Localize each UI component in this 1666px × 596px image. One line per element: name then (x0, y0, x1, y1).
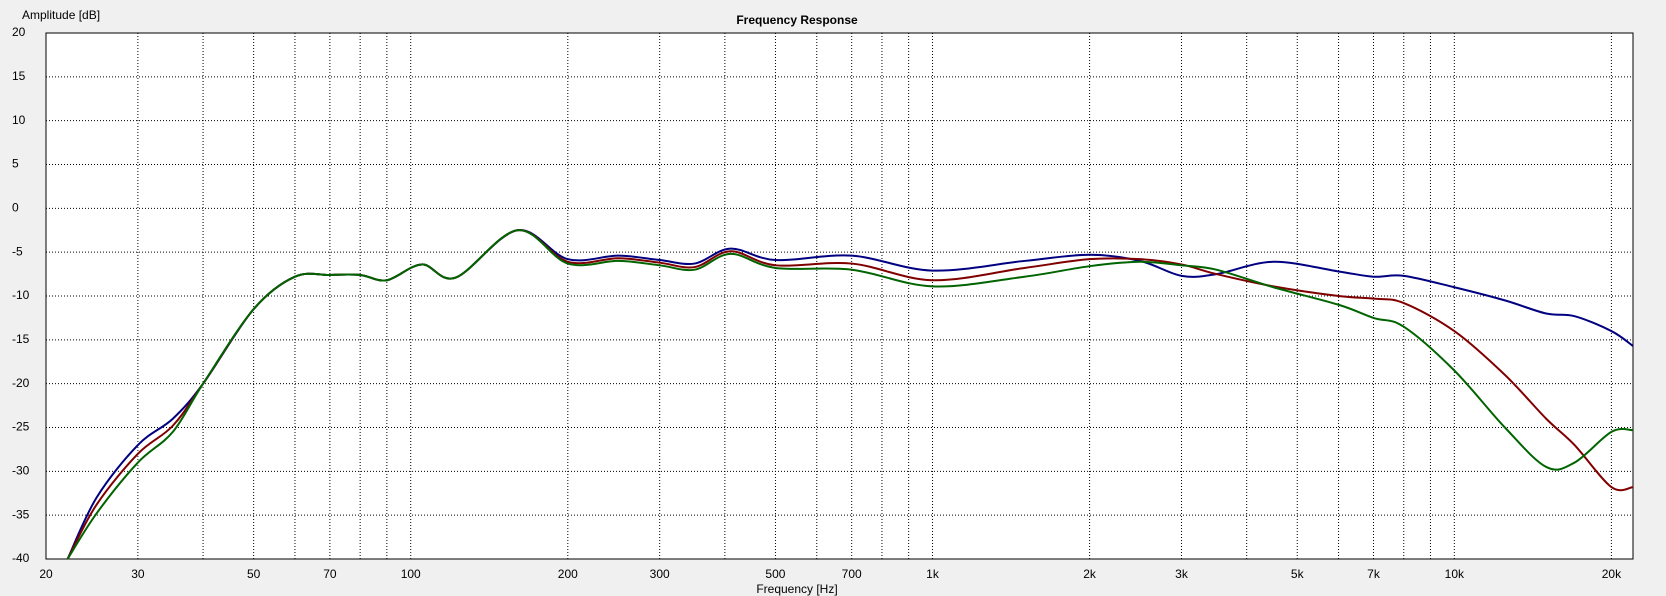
plot-area (45, 32, 1634, 560)
x-tick-label: 3k (1175, 567, 1189, 581)
y-tick-label: -30 (12, 464, 30, 478)
y-tick-label: 15 (12, 69, 26, 83)
x-tick-label: 20k (1602, 567, 1622, 581)
x-tick-label: 200 (558, 567, 578, 581)
x-tick-label: 30 (131, 567, 145, 581)
lines (66, 229, 1634, 560)
series-line (66, 229, 1634, 560)
x-tick-label: 20 (39, 567, 53, 581)
y-tick-label: 0 (12, 201, 19, 215)
y-tick-label: -15 (12, 332, 30, 346)
x-tick-label: 2k (1083, 567, 1097, 581)
y-tick-label: 5 (12, 157, 19, 171)
x-tick-label: 5k (1291, 567, 1305, 581)
grid (45, 32, 1633, 560)
y-axis-label: Amplitude [dB] (22, 8, 100, 22)
y-tick-label: -20 (12, 376, 30, 390)
x-tick-label: 7k (1367, 567, 1381, 581)
chart-title: Frequency Response (736, 13, 858, 27)
y-tick-label: -25 (12, 420, 30, 434)
x-tick-label: 70 (323, 567, 337, 581)
x-tick-label: 700 (842, 567, 862, 581)
x-tick-label: 50 (247, 567, 261, 581)
x-axis-label: Frequency [Hz] (756, 582, 837, 596)
y-tick-label: 20 (12, 25, 26, 39)
x-tick-label: 300 (650, 567, 670, 581)
y-tick-label: 10 (12, 113, 26, 127)
x-tick-label: 10k (1445, 567, 1465, 581)
y-tick-label: -35 (12, 507, 30, 521)
y-tick-label: -10 (12, 288, 30, 302)
y-tick-label: -5 (12, 244, 23, 258)
x-tick-label: 1k (926, 567, 940, 581)
y-tick-label: -40 (12, 551, 30, 565)
x-tick-label: 100 (401, 567, 421, 581)
x-tick-label: 500 (765, 567, 785, 581)
